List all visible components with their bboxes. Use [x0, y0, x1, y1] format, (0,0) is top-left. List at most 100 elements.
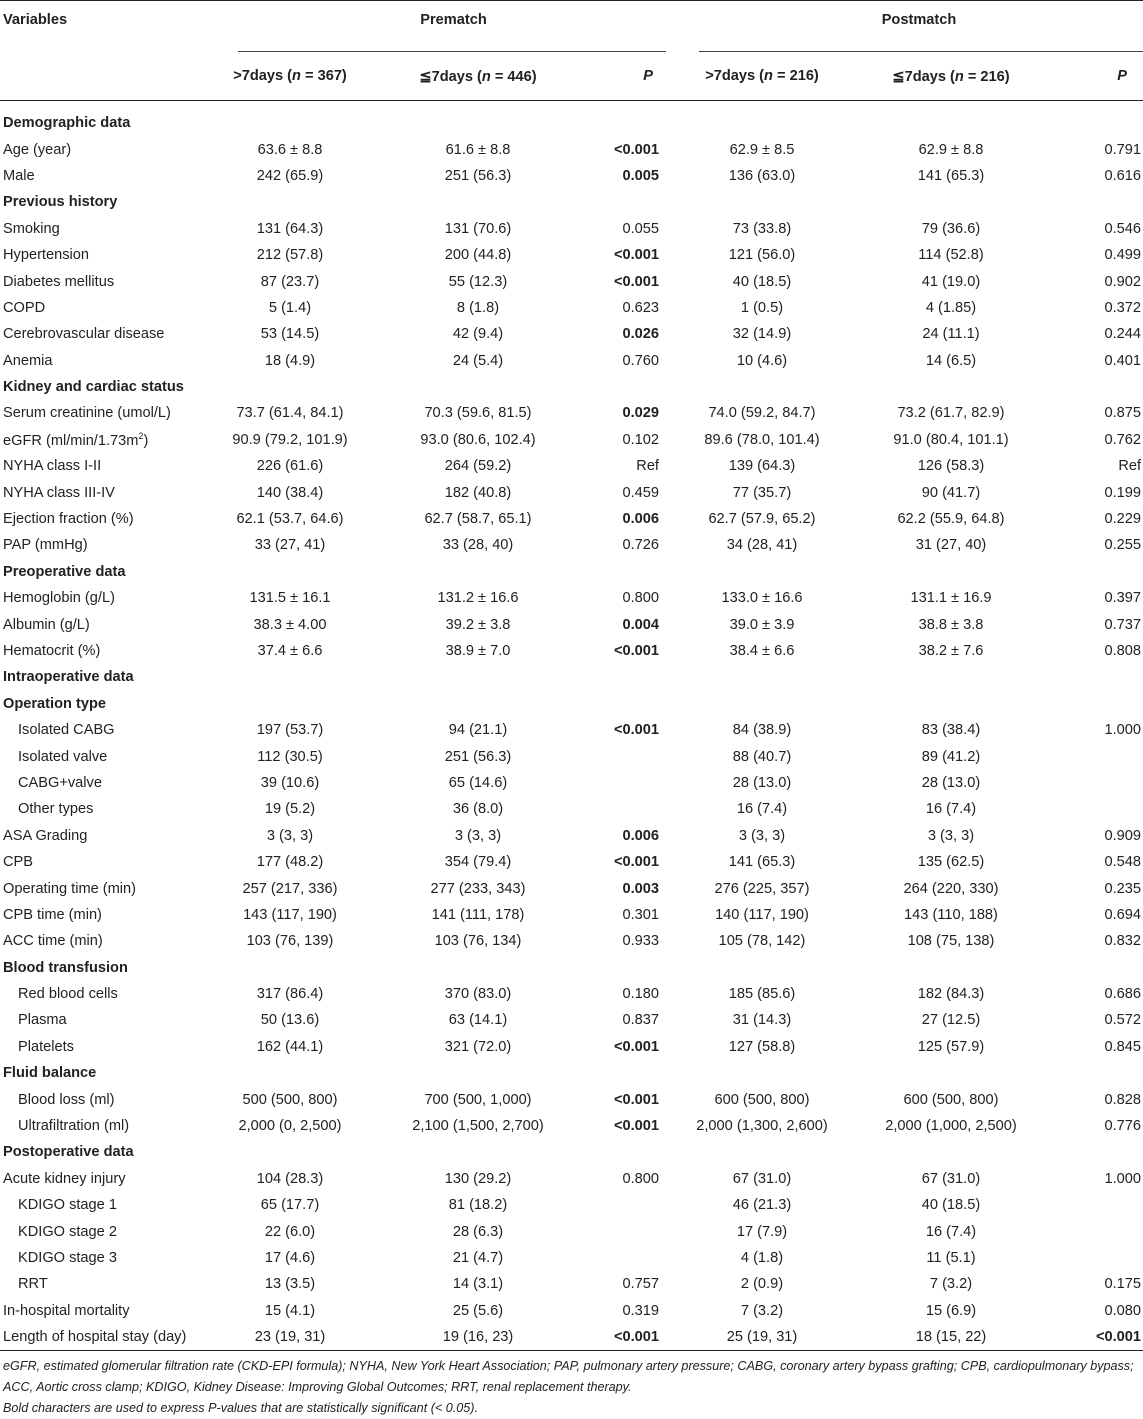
cell-gt7-post: 600 (500, 800) [714, 1091, 810, 1108]
cell-gt7-post: 73 (33.8) [732, 220, 792, 237]
table-row: ACC time (min) 103 (76, 139) 103 (76, 134)… [0, 928, 1143, 954]
row-label: NYHA class III-IV [3, 484, 115, 501]
table-row: Ultrafiltration (ml) 2,000 (0, 2,500) 2,10… [0, 1113, 1143, 1139]
cell-p-pre [576, 1192, 671, 1218]
section-row: Demographic data [0, 110, 1143, 136]
cell-p-post: 0.372 [1104, 299, 1142, 316]
bold-note: Bold characters are used to express P-va… [3, 1401, 478, 1416]
cell-p-post [1049, 1245, 1143, 1271]
cell-p-post: 0.909 [1104, 827, 1142, 844]
cell-p-pre: 0.760 [622, 352, 659, 369]
row-label: Acute kidney injury [3, 1170, 126, 1187]
cell-p-pre: 0.319 [622, 1302, 659, 1319]
cell-le7-pre: 61.6 ± 8.8 [445, 141, 511, 158]
cell-gt7-pre: 112 (30.5) [257, 748, 323, 765]
cell-p-pre: 0.800 [622, 1170, 659, 1187]
abbreviation-note: eGFR, estimated glomerular filtration ra… [3, 1359, 1134, 1395]
row-label: Ultrafiltration (ml) [18, 1118, 130, 1135]
row-label: Length of hospital stay (day) [0, 1323, 200, 1352]
table-row: eGFR (ml/min/1.73m2) 90.9 (79.2, 101.9) 93… [0, 427, 1143, 453]
cell-le7-post: 62.2 (55.9, 64.8) [897, 511, 1005, 528]
row-label: Isolated CABG [18, 722, 115, 739]
header-p-pre: P [576, 52, 671, 101]
table-row: KDIGO stage 1 65 (17.7) 81 (18.2) 46 (21.3)… [0, 1192, 1143, 1218]
table-row: KDIGO stage 3 17 (4.6) 21 (4.7) 4 (1.8) 11 (… [0, 1245, 1143, 1271]
cell-le7-post: 62.9 ± 8.8 [918, 141, 984, 158]
cell-p-pre: 0.800 [622, 590, 659, 607]
cell-gt7-pre: 62.1 (53.7, 64.6) [236, 511, 344, 528]
row-label: Hemoglobin (g/L) [3, 590, 115, 607]
cell-p-pre: <0.001 [613, 722, 659, 739]
cell-le7-pre: 94 (21.1) [448, 722, 508, 739]
cell-le7-pre: 103 (76, 134) [434, 933, 522, 950]
cell-le7-post: 90 (41.7) [921, 484, 981, 501]
cell-p-pre: Ref [636, 458, 659, 475]
cell-gt7-pre: 19 (5.2) [264, 801, 316, 818]
cell-le7-post: 31 (27, 40) [915, 537, 987, 554]
cell-p-pre: <0.001 [613, 273, 659, 290]
row-label: Platelets [18, 1038, 74, 1055]
cell-p-pre [576, 796, 671, 822]
section-row: Previous history [0, 189, 1143, 215]
cell-le7-post: 38.8 ± 3.8 [918, 616, 984, 633]
cell-gt7-pre: 63.6 ± 8.8 [257, 141, 323, 158]
table-top-rule [0, 0, 1143, 1]
cell-p-post [1049, 1192, 1143, 1218]
table-row: Isolated valve 112 (30.5) 251 (56.3) 88 (40… [0, 743, 1143, 769]
cell-le7-pre: 33 (28, 40) [442, 537, 514, 554]
cell-p-post: 0.902 [1104, 273, 1142, 290]
cell-le7-post: 2,000 (1,000, 2,500) [885, 1118, 1017, 1135]
row-label: eGFR (ml/min/1.73m2) [3, 430, 149, 449]
table-row: Ejection fraction (%) 62.1 (53.7, 64.6) 62… [0, 506, 1143, 532]
section-row: Operation type [0, 691, 1143, 717]
table-row: Blood loss (ml) 500 (500, 800) 700 (500, 1… [0, 1086, 1143, 1112]
table-row: Albumin (g/L) 38.3 ± 4.00 39.2 ± 3.8 0.004 3… [0, 611, 1143, 637]
cell-gt7-pre: 257 (217, 336) [242, 880, 338, 897]
cell-le7-post: 264 (220, 330) [903, 880, 999, 897]
row-label: COPD [3, 299, 46, 316]
cell-p-pre: 0.055 [622, 220, 659, 237]
cell-le7-pre: 182 (40.8) [444, 484, 512, 501]
cell-le7-pre: 141 (111, 178) [431, 906, 525, 923]
cell-gt7-pre: 212 (57.8) [256, 247, 324, 264]
cell-p-pre: 0.102 [622, 431, 659, 448]
cell-le7-post: 14 (6.5) [925, 352, 977, 369]
section-label: Preoperative data [3, 563, 126, 580]
table-row: CPB time (min) 143 (117, 190) 141 (111, 17… [0, 902, 1143, 928]
cell-p-pre: 0.837 [622, 1012, 659, 1029]
cell-gt7-pre: 131.5 ± 16.1 [249, 590, 331, 607]
cell-le7-post: 73.2 (61.7, 82.9) [897, 405, 1005, 422]
cell-le7-post: 135 (62.5) [917, 854, 985, 871]
table-row: Serum creatinine (umol/L) 73.7 (61.4, 84.… [0, 400, 1143, 426]
cell-le7-post: 125 (57.9) [917, 1038, 985, 1055]
cell-le7-pre: 25 (5.6) [452, 1302, 504, 1319]
cell-le7-pre: 131 (70.6) [444, 220, 512, 237]
row-label: Serum creatinine (umol/L) [3, 405, 171, 422]
cell-p-pre [576, 770, 671, 796]
table-row: Age (year) 63.6 ± 8.8 61.6 ± 8.8 <0.001 62.9… [0, 136, 1143, 162]
row-label: Operating time (min) [3, 880, 137, 897]
cell-gt7-pre: 87 (23.7) [260, 273, 320, 290]
header-gt7-post: >7days (n = 216) [671, 52, 853, 101]
cell-p-post: Ref [1118, 458, 1142, 475]
cell-gt7-post: 2,000 (1,300, 2,600) [696, 1118, 828, 1135]
cell-gt7-post: 1 (0.5) [740, 299, 784, 316]
header-variables: Variables [3, 12, 68, 28]
table-row: Isolated CABG 197 (53.7) 94 (21.1) <0.001 84… [0, 717, 1143, 743]
table-row: Red blood cells 317 (86.4) 370 (83.0) 0.180… [0, 981, 1143, 1007]
cell-le7-post: 41 (19.0) [921, 273, 981, 290]
cell-gt7-pre: 33 (27, 41) [254, 537, 326, 554]
cell-gt7-post: 62.7 (57.9, 65.2) [708, 511, 816, 528]
cell-p-post: 0.080 [1104, 1302, 1142, 1319]
cell-gt7-pre: 13 (3.5) [264, 1276, 316, 1293]
section-label: Previous history [3, 194, 118, 211]
cell-le7-post: 143 (110, 188) [904, 906, 998, 923]
cell-gt7-pre: 73.7 (61.4, 84.1) [236, 405, 344, 422]
table-row: COPD 5 (1.4) 8 (1.8) 0.623 1 (0.5) 4 (1.85) 0.… [0, 295, 1143, 321]
cell-le7-post: 3 (3, 3) [927, 827, 975, 844]
cell-gt7-pre: 242 (65.9) [256, 167, 324, 184]
cell-gt7-post: 40 (18.5) [732, 273, 792, 290]
table-row: Smoking 131 (64.3) 131 (70.6) 0.055 73 (33.8… [0, 216, 1143, 242]
cell-gt7-post: 84 (38.9) [732, 722, 792, 739]
cell-p-pre [576, 743, 671, 769]
